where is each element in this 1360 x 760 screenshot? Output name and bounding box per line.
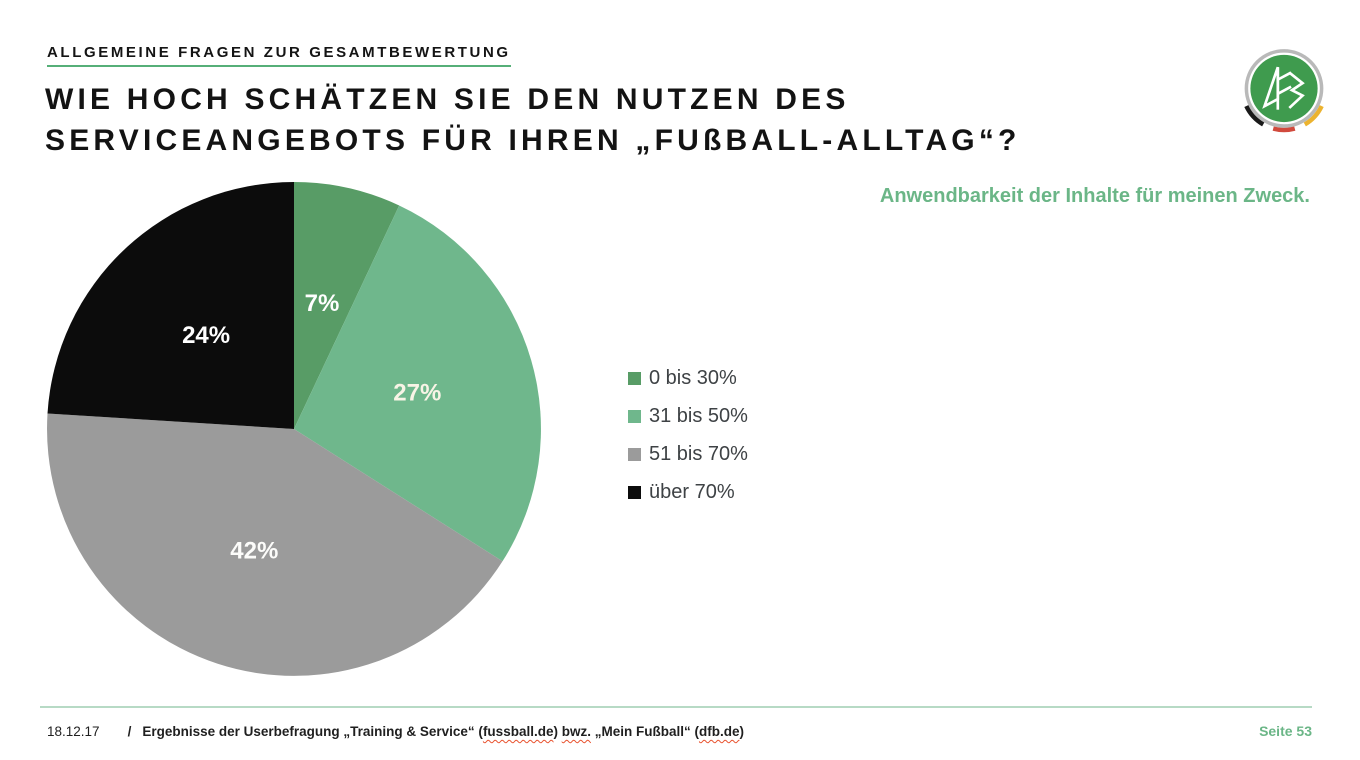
pie-slice-0: [294, 182, 400, 429]
footer-source-text: ): [553, 724, 562, 739]
pie-slice-2: [47, 413, 503, 676]
footer-date: 18.12.17: [47, 724, 100, 739]
legend-item-0: 0 bis 30%: [628, 366, 748, 390]
slide-title-line1: WIE HOCH SCHÄTZEN SIE DEN NUTZEN DES: [45, 83, 850, 116]
footer-source-line: 18.12.17 / Ergebnisse der Userbefragung …: [47, 724, 744, 739]
legend-label: 0 bis 30%: [649, 366, 737, 389]
slide-kicker: ALLGEMEINE FRAGEN ZUR GESAMTBEWERTUNG: [47, 44, 511, 67]
footer-source-flagged-text: dfb.de: [698, 724, 740, 739]
pie-label-1: 27%: [393, 380, 441, 407]
footer-source-text: ): [739, 724, 744, 739]
legend-swatch-icon: [628, 409, 641, 423]
legend-label: 51 bis 70%: [649, 442, 748, 465]
legend-swatch-icon: [628, 447, 641, 461]
footer-separator: /: [127, 724, 132, 739]
slide-title-line2: SERVICEANGEBOTS FÜR IHREN „FUßBALL-ALLTA…: [45, 124, 1021, 157]
legend-item-1: 31 bis 50%: [628, 404, 748, 428]
pie-label-3: 24%: [182, 322, 230, 349]
footer-source: Ergebnisse der Userbefragung „Training &…: [142, 724, 744, 739]
legend-item-2: 51 bis 70%: [628, 442, 748, 466]
dfb-logo-disc: [1250, 54, 1318, 123]
legend-swatch-icon: [628, 485, 641, 499]
page-number: Seite 53: [1259, 723, 1312, 739]
footer-source-flagged-text: bwz.: [561, 724, 591, 739]
legend-label: über 70%: [649, 480, 735, 503]
footer-source-text: „Mein Fußball“ (: [590, 724, 699, 739]
legend-item-3: über 70%: [628, 480, 748, 504]
pie-slice-1: [294, 205, 541, 562]
dfb-logo-mark-icon: [1262, 66, 1305, 110]
legend-label: 31 bis 50%: [649, 404, 748, 427]
footer-divider: [40, 706, 1312, 708]
dfb-logo: [1244, 49, 1324, 133]
pie-chart: 7% 27% 42% 24%: [47, 182, 541, 676]
slide-title: WIE HOCH SCHÄTZEN SIE DEN NUTZEN DES SERV…: [45, 79, 1021, 161]
pie-slice-3: [47, 182, 294, 429]
pie-label-0: 7%: [305, 290, 340, 317]
pie-label-2: 42%: [230, 538, 278, 565]
footer-source-flagged-text: fussball.de: [482, 724, 554, 739]
dfb-logo-tricolor-arcs: [1244, 105, 1324, 133]
footer-source-text: Ergebnisse der Userbefragung „Training &…: [142, 724, 483, 739]
chart-subtitle: Anwendbarkeit der Inhalte für meinen Zwe…: [879, 185, 1310, 207]
chart-legend: 0 bis 30% 31 bis 50% 51 bis 70% über 70%: [628, 366, 748, 518]
legend-swatch-icon: [628, 371, 641, 385]
